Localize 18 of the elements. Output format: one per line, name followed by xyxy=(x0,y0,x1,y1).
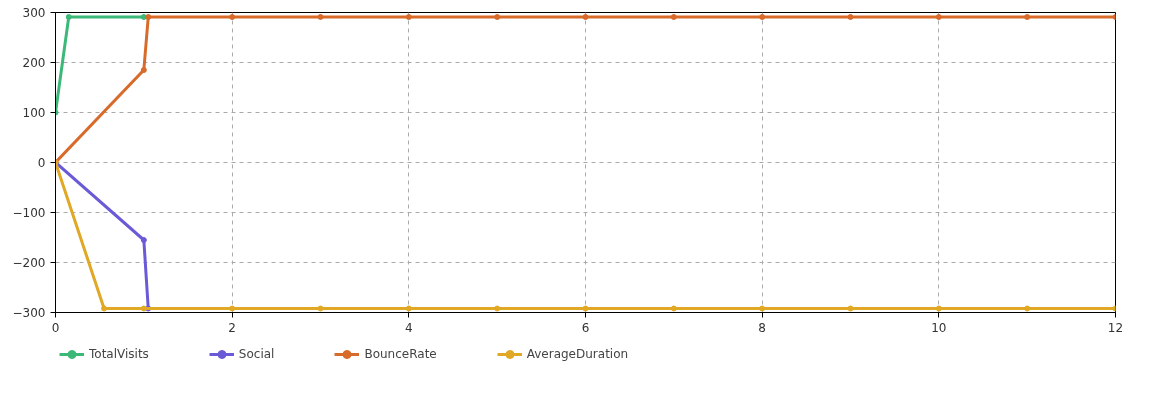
legend-label: Social xyxy=(238,347,275,361)
x-tick-label: 6 xyxy=(581,320,590,335)
legend-label: AverageDuration xyxy=(526,347,629,361)
y-tick-label: 100 xyxy=(22,106,46,120)
y-tick-label: −300 xyxy=(12,306,46,320)
y-tick-label: 300 xyxy=(22,6,46,20)
y-tick-label: −100 xyxy=(12,206,46,220)
legend-label: TotalVisits xyxy=(89,347,149,361)
x-tick-label: 0 xyxy=(51,320,60,335)
x-tick-label: 8 xyxy=(758,320,766,335)
x-tick-label: 4 xyxy=(405,320,413,335)
x-tick-label: 2 xyxy=(228,320,236,335)
x-tick-label: 10 xyxy=(931,320,947,335)
y-tick-label: 0 xyxy=(37,156,46,170)
x-tick-label: 12 xyxy=(1107,320,1124,335)
legend-label: BounceRate xyxy=(364,347,437,361)
y-tick-label: 200 xyxy=(22,56,46,70)
y-tick-label: −200 xyxy=(12,256,46,270)
